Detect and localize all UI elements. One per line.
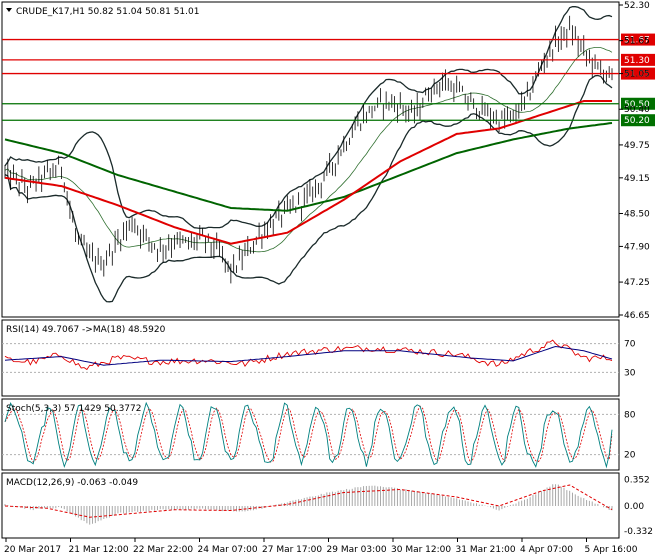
collapse-triangle-icon[interactable] bbox=[6, 8, 12, 12]
level-price-tag bbox=[621, 114, 655, 127]
stoch-tick-label: 20 bbox=[624, 451, 636, 461]
rsi-tick-label: 30 bbox=[624, 368, 636, 378]
bollinger-lower-line bbox=[4, 74, 613, 303]
x-tick-label: 21 Mar 12:00 bbox=[69, 545, 129, 555]
y-tick-label: 52.30 bbox=[624, 1, 650, 11]
stoch-panel bbox=[1, 398, 620, 471]
macd-tick-label: 0.352 bbox=[624, 476, 650, 486]
macd-title: MACD(12,26,9) -0.063 -0.049 bbox=[6, 478, 138, 488]
y-tick-label: 50.40 bbox=[624, 105, 650, 115]
x-tick-label: 29 Mar 03:00 bbox=[327, 545, 387, 555]
x-tick-label: 31 Mar 21:00 bbox=[456, 545, 516, 555]
price-title: CRUDE_K17,H1 50.82 51.04 50.81 51.01 bbox=[16, 7, 199, 17]
stoch-d-line bbox=[4, 405, 613, 465]
ma-red-line bbox=[4, 100, 612, 245]
x-tick-label: 5 Apr 16:00 bbox=[585, 545, 638, 555]
macd-tick-label: 0.00 bbox=[624, 502, 644, 512]
price-plot bbox=[2, 5, 619, 303]
stoch-title: Stoch(5,3,3) 57.1429 50.3772 bbox=[6, 404, 141, 414]
x-tick-label: 27 Mar 17:00 bbox=[262, 545, 322, 555]
level-price-label: 51.67 bbox=[624, 36, 650, 46]
stoch-plot bbox=[2, 401, 619, 469]
x-tick-label: 24 Mar 07:00 bbox=[198, 545, 258, 555]
rsi-series-line bbox=[4, 345, 613, 366]
ma-green-line bbox=[4, 122, 613, 212]
x-tick-label: 30 Mar 12:00 bbox=[391, 545, 451, 555]
y-tick-label: 51.05 bbox=[624, 70, 650, 80]
level-price-label: 51.05 bbox=[624, 70, 650, 80]
x-tick-label: 22 Mar 22:00 bbox=[133, 545, 193, 555]
level-price-tag bbox=[621, 67, 655, 80]
bollinger-middle-line bbox=[4, 47, 613, 253]
rsi-series-line bbox=[4, 339, 613, 371]
rsi-panel bbox=[1, 319, 620, 397]
rsi-title: RSI(14) 49.7067 ->MA(18) 48.5920 bbox=[6, 325, 166, 335]
level-price-label: 50.20 bbox=[624, 116, 650, 126]
y-tick-label: 47.90 bbox=[624, 242, 650, 252]
y-tick-label: 49.75 bbox=[624, 141, 650, 151]
rsi-tick-label: 70 bbox=[624, 340, 636, 350]
price-panel bbox=[1, 1, 620, 318]
rsi-plot bbox=[2, 339, 619, 373]
level-price-tag bbox=[621, 53, 655, 66]
bollinger-upper-line bbox=[4, 5, 613, 230]
macd-plot bbox=[4, 484, 613, 525]
level-price-label: 51.30 bbox=[624, 56, 650, 66]
y-tick-label: 46.65 bbox=[624, 311, 650, 321]
stoch-tick-label: 80 bbox=[624, 410, 636, 420]
x-axis-labels: 20 Mar 2017 21 Mar 12:00 22 Mar 22:00 24 Ma… bbox=[4, 538, 638, 555]
y-tick-label: 49.15 bbox=[624, 174, 650, 184]
x-tick-label: 20 Mar 2017 bbox=[4, 545, 61, 555]
level-price-tag bbox=[621, 33, 655, 46]
y-tick-label: 47.25 bbox=[624, 278, 650, 288]
level-price-label: 50.50 bbox=[624, 100, 650, 110]
level-price-tag bbox=[621, 97, 655, 110]
y-tick-label: 51.65 bbox=[624, 37, 650, 47]
y-axis-labels: 51.6751.3051.0550.5050.2052.3051.6551.05… bbox=[619, 1, 655, 537]
macd-signal-line bbox=[4, 484, 613, 518]
macd-tick-label: -0.332 bbox=[624, 527, 653, 537]
stoch-k-line bbox=[4, 401, 613, 469]
y-tick-label: 48.50 bbox=[624, 209, 650, 219]
x-tick-label: 4 Apr 07:00 bbox=[520, 545, 573, 555]
